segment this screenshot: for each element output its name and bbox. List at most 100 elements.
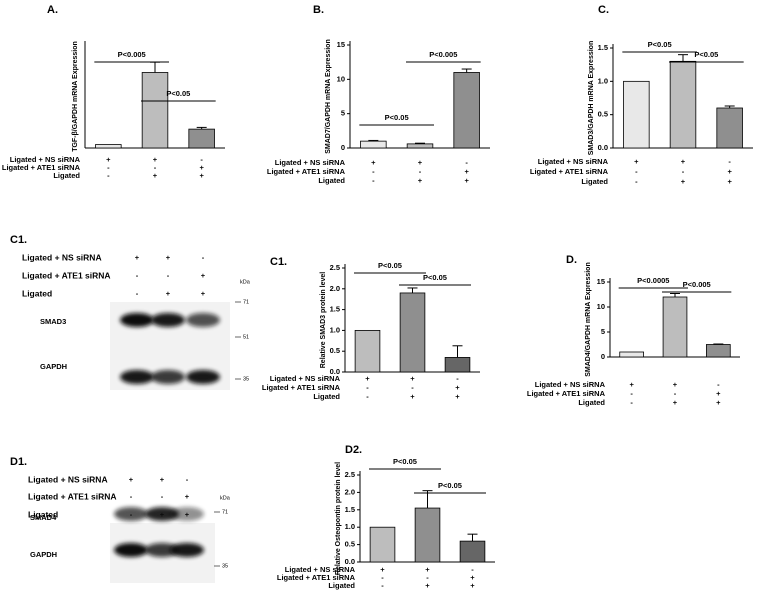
condition-mark: + <box>681 177 686 186</box>
y-tick-label: 0.0 <box>330 367 340 376</box>
bar <box>354 329 381 373</box>
condition-label: Ligated + ATE1 siRNA <box>2 163 81 172</box>
p-value: P<0.005 <box>683 280 711 289</box>
panel-label: C1. <box>10 234 27 246</box>
blot-band <box>114 507 148 521</box>
condition-mark: + <box>410 392 415 401</box>
p-value: P<0.05 <box>166 89 190 98</box>
bar <box>399 292 426 373</box>
band-label: GAPDH <box>30 550 57 559</box>
condition-label: Ligated <box>313 392 340 401</box>
error-bar <box>150 61 160 73</box>
condition-mark: - <box>674 389 677 398</box>
condition-mark: + <box>371 158 376 167</box>
bar <box>444 357 471 373</box>
condition-mark: - <box>366 383 369 392</box>
condition-mark: - <box>372 167 375 176</box>
kda-marker: 35 <box>222 563 228 569</box>
blot-band <box>170 507 204 521</box>
panel-label: D1. <box>10 456 27 468</box>
p-value: P<0.05 <box>438 481 462 490</box>
condition-mark: - <box>426 573 429 582</box>
panel-label: D. <box>566 254 577 266</box>
error-bar <box>713 343 724 345</box>
error-bar <box>467 533 478 542</box>
condition-mark: - <box>635 167 638 176</box>
y-tick-label: 2.5 <box>330 263 340 272</box>
condition-label: Ligated + NS siRNA <box>535 380 606 389</box>
bar <box>669 60 697 149</box>
condition-mark: + <box>727 177 732 186</box>
blot-band <box>114 543 148 557</box>
blot-band <box>186 370 220 384</box>
bar <box>414 507 441 563</box>
condition-mark: + <box>153 155 158 164</box>
condition-mark: - <box>682 167 685 176</box>
condition-label: Ligated + ATE1 siRNA <box>28 491 117 501</box>
condition-mark: + <box>470 581 475 590</box>
condition-mark: + <box>425 581 430 590</box>
condition-mark: - <box>630 389 633 398</box>
condition-mark: + <box>410 374 415 383</box>
condition-mark: - <box>200 155 203 164</box>
y-tick-label: 5 <box>601 327 605 336</box>
condition-mark: + <box>106 155 111 164</box>
y-tick-label: 0.5 <box>330 346 340 355</box>
condition-mark: + <box>199 163 204 172</box>
y-axis-label: Relative Osteopontin protein level <box>335 462 342 575</box>
blot-band <box>170 543 204 557</box>
bar <box>662 296 688 358</box>
condition-mark: - <box>107 163 110 172</box>
condition-mark: + <box>166 289 171 298</box>
blot-band <box>151 313 185 327</box>
bar <box>623 80 650 149</box>
y-tick-label: 1.0 <box>598 76 608 85</box>
condition-mark: - <box>366 392 369 401</box>
condition-mark: + <box>201 289 206 298</box>
condition-mark: + <box>153 171 158 180</box>
y-tick-label: 1.5 <box>345 505 355 514</box>
condition-mark: - <box>419 167 422 176</box>
condition-mark: - <box>202 253 205 262</box>
y-tick-label: 0.5 <box>345 540 355 549</box>
condition-mark: - <box>411 383 414 392</box>
condition-mark: - <box>136 271 139 280</box>
condition-mark: + <box>425 565 430 574</box>
condition-label: Ligated + NS siRNA <box>275 158 346 167</box>
condition-mark: - <box>167 271 170 280</box>
band-label: GAPDH <box>40 362 67 371</box>
condition-mark: + <box>673 398 678 407</box>
condition-mark: + <box>160 475 165 484</box>
bar <box>406 143 434 149</box>
y-tick-label: 2.5 <box>345 470 355 479</box>
condition-mark: - <box>186 475 189 484</box>
condition-mark: + <box>716 398 721 407</box>
condition-mark: - <box>154 163 157 172</box>
condition-mark: + <box>634 157 639 166</box>
p-value: P<0.05 <box>694 50 718 59</box>
error-bar <box>452 345 463 358</box>
blot-band <box>145 507 179 521</box>
condition-label: Ligated + ATE1 siRNA <box>267 167 346 176</box>
error-bar <box>461 68 472 73</box>
condition-label: Ligated + ATE1 siRNA <box>530 167 609 176</box>
condition-label: Ligated <box>581 177 608 186</box>
panel-label: B. <box>313 4 324 16</box>
condition-label: Ligated <box>28 509 58 519</box>
kda-marker: 35 <box>243 376 249 382</box>
y-tick-label: 0 <box>341 143 345 152</box>
y-axis-label: SMAD3/GAPDH mRNA Expression <box>588 41 595 156</box>
condition-mark: + <box>418 158 423 167</box>
y-tick-label: 0.5 <box>598 110 608 119</box>
y-axis-label: Relative SMAD3 protein level <box>320 272 327 369</box>
panel-label: C1. <box>270 256 287 268</box>
condition-label: Ligated + ATE1 siRNA <box>527 389 606 398</box>
bar <box>369 526 396 563</box>
condition-mark: + <box>199 171 204 180</box>
bar <box>453 72 480 149</box>
bar <box>706 344 731 358</box>
condition-label: Ligated + ATE1 siRNA <box>277 573 356 582</box>
band-label: SMAD4 <box>30 513 57 522</box>
condition-mark: + <box>455 392 460 401</box>
p-value: P<0.05 <box>393 457 417 466</box>
